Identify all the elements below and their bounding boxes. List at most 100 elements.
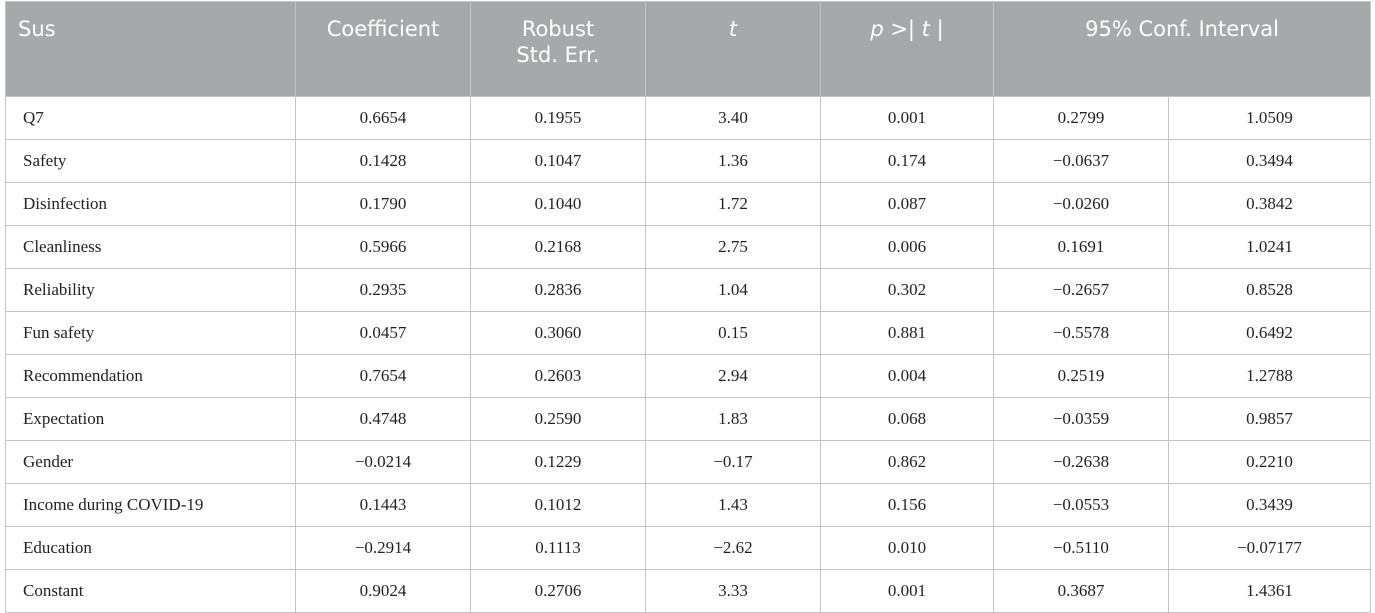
cell: 0.006 (820, 225, 994, 269)
cell: 3.33 (645, 569, 821, 613)
header-line: Robust (521, 17, 595, 41)
cell: −0.2914 (295, 526, 471, 570)
table-row: Cleanliness 0.5966 0.2168 2.75 0.006 0.1691 1.… (5, 225, 1371, 269)
table-row: Education −0.2914 0.1113 −2.62 0.010 −0.5110−… (5, 526, 1371, 570)
cell: −0.5578 (993, 311, 1169, 355)
cell: 0.2836 (470, 268, 646, 312)
row-label: Cleanliness (5, 225, 296, 269)
cell: 0.068 (820, 397, 994, 441)
cell: 0.001 (820, 96, 994, 140)
table-body: Q7 0.6654 0.1955 3.40 0.001 0.2799 1.0509 Safet… (5, 96, 1371, 613)
cell: 0.4748 (295, 397, 471, 441)
cell: 0.004 (820, 354, 994, 398)
row-label: Constant (5, 569, 296, 613)
row-label: Recommendation (5, 354, 296, 398)
header-cell: Coefficient (295, 1, 471, 97)
cell: 0.6654 (295, 96, 471, 140)
cell: 0.2210 (1168, 440, 1371, 484)
header-line: Std. Err. (516, 43, 600, 67)
table-row: Income during COVID-19 0.1443 0.1012 1.43 0.… (5, 483, 1371, 527)
cell: 0.2168 (470, 225, 646, 269)
cell: 1.83 (645, 397, 821, 441)
cell: −0.0260 (993, 182, 1169, 226)
table-row: Q7 0.6654 0.1955 3.40 0.001 0.2799 1.0509 (5, 96, 1371, 140)
cell: 1.4361 (1168, 569, 1371, 613)
cell: 0.1790 (295, 182, 471, 226)
header-cell: Sus (5, 1, 296, 97)
cell: −0.07177 (1168, 526, 1371, 570)
cell: 0.2935 (295, 268, 471, 312)
header-cell: Robust Std. Err. (470, 1, 646, 97)
cell: 0.15 (645, 311, 821, 355)
row-label: Gender (5, 440, 296, 484)
row-label: Expectation (5, 397, 296, 441)
row-label: Safety (5, 139, 296, 183)
cell: 0.010 (820, 526, 994, 570)
row-label: Fun safety (5, 311, 296, 355)
table-row: Disinfection 0.1790 0.1040 1.72 0.087 −0.0260… (5, 182, 1371, 226)
cell: 0.3842 (1168, 182, 1371, 226)
cell: 0.5966 (295, 225, 471, 269)
cell: 0.2519 (993, 354, 1169, 398)
cell: 0.1113 (470, 526, 646, 570)
cell: 1.43 (645, 483, 821, 527)
cell: 1.72 (645, 182, 821, 226)
header-cell: 95% Conf. Interval (993, 1, 1371, 97)
cell: 0.3494 (1168, 139, 1371, 183)
cell: 0.1428 (295, 139, 471, 183)
cell: 0.1012 (470, 483, 646, 527)
table-row: Safety 0.1428 0.1047 1.36 0.174 −0.0637 0.3494 (5, 139, 1371, 183)
cell: 0.881 (820, 311, 994, 355)
cell: −2.62 (645, 526, 821, 570)
cell: 1.0509 (1168, 96, 1371, 140)
cell: 0.8528 (1168, 268, 1371, 312)
cell: 0.1691 (993, 225, 1169, 269)
table-row: Constant 0.9024 0.2706 3.33 0.001 0.3687 1.436… (5, 569, 1371, 613)
table-row: Expectation 0.4748 0.2590 1.83 0.068 −0.0359 0… (5, 397, 1371, 441)
cell: 0.7654 (295, 354, 471, 398)
cell: 0.862 (820, 440, 994, 484)
cell: −0.0637 (993, 139, 1169, 183)
cell: −0.0214 (295, 440, 471, 484)
cell: 0.2799 (993, 96, 1169, 140)
cell: 0.1040 (470, 182, 646, 226)
table-row: Gender −0.0214 0.1229 −0.17 0.862 −0.2638 0.22… (5, 440, 1371, 484)
table-row: Recommendation 0.7654 0.2603 2.94 0.004 0.251… (5, 354, 1371, 398)
cell: 1.2788 (1168, 354, 1371, 398)
cell: 0.087 (820, 182, 994, 226)
cell: 0.6492 (1168, 311, 1371, 355)
cell: 0.001 (820, 569, 994, 613)
regression-table: Sus Coefficient Robust Std. Err. t p >| t | 95… (5, 1, 1371, 613)
table-row: Reliability 0.2935 0.2836 1.04 0.302 −0.2657 0… (5, 268, 1371, 312)
cell: 0.3439 (1168, 483, 1371, 527)
cell: 0.156 (820, 483, 994, 527)
cell: −0.17 (645, 440, 821, 484)
row-label: Disinfection (5, 182, 296, 226)
cell: 0.1047 (470, 139, 646, 183)
cell: 0.302 (820, 268, 994, 312)
cell: −0.2657 (993, 268, 1169, 312)
cell: −0.0359 (993, 397, 1169, 441)
cell: 0.2706 (470, 569, 646, 613)
cell: 0.3687 (993, 569, 1169, 613)
cell: 0.0457 (295, 311, 471, 355)
header-row: Sus Coefficient Robust Std. Err. t p >| t | 95… (5, 1, 1371, 97)
row-label: Education (5, 526, 296, 570)
cell: 3.40 (645, 96, 821, 140)
cell: 2.94 (645, 354, 821, 398)
cell: 0.2590 (470, 397, 646, 441)
cell: 1.0241 (1168, 225, 1371, 269)
row-label: Q7 (5, 96, 296, 140)
row-label: Reliability (5, 268, 296, 312)
cell: −0.2638 (993, 440, 1169, 484)
cell: 2.75 (645, 225, 821, 269)
row-label: Income during COVID-19 (5, 483, 296, 527)
cell: 0.1443 (295, 483, 471, 527)
table-row: Fun safety 0.0457 0.3060 0.15 0.881 −0.5578 0.… (5, 311, 1371, 355)
cell: 0.2603 (470, 354, 646, 398)
cell: −0.5110 (993, 526, 1169, 570)
header-cell: t (645, 1, 821, 97)
header-cell: p >| t | (820, 1, 994, 97)
cell: 1.04 (645, 268, 821, 312)
